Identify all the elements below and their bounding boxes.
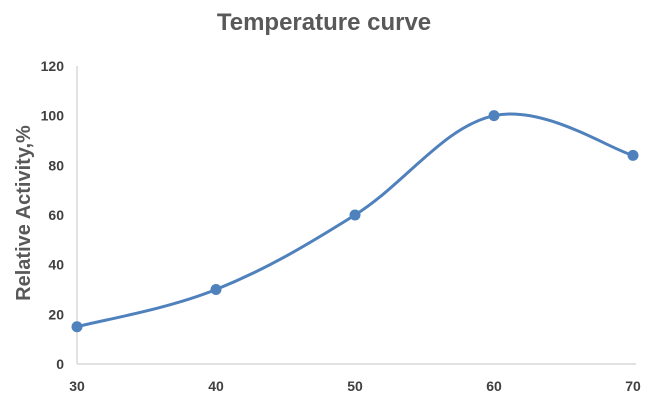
y-tick-label: 60 xyxy=(48,207,64,223)
data-point-markers xyxy=(71,110,639,333)
y-tick-labels: 0 20 40 60 80 100 120 xyxy=(41,58,65,372)
y-tick-label: 80 xyxy=(48,157,64,173)
x-tick-label: 40 xyxy=(208,378,224,394)
x-tick-label: 70 xyxy=(625,378,641,394)
x-tick-label: 60 xyxy=(486,378,502,394)
y-tick-label: 100 xyxy=(41,108,65,124)
data-point-marker xyxy=(349,209,361,221)
y-tick-label: 120 xyxy=(41,58,65,74)
y-axis-label: Relative Activity,% xyxy=(13,125,35,301)
data-point-marker xyxy=(488,110,500,122)
y-tick-label: 0 xyxy=(56,356,64,372)
y-tick-label: 20 xyxy=(48,306,64,322)
x-tick-label: 30 xyxy=(69,378,85,394)
data-point-marker xyxy=(627,149,639,161)
y-tick-label: 40 xyxy=(48,257,64,273)
chart-title: Temperature curve xyxy=(217,9,431,36)
x-tick-label: 50 xyxy=(347,378,363,394)
x-tick-labels: 30 40 50 60 70 xyxy=(69,378,641,394)
data-point-marker xyxy=(71,321,83,333)
data-point-marker xyxy=(210,284,222,295)
